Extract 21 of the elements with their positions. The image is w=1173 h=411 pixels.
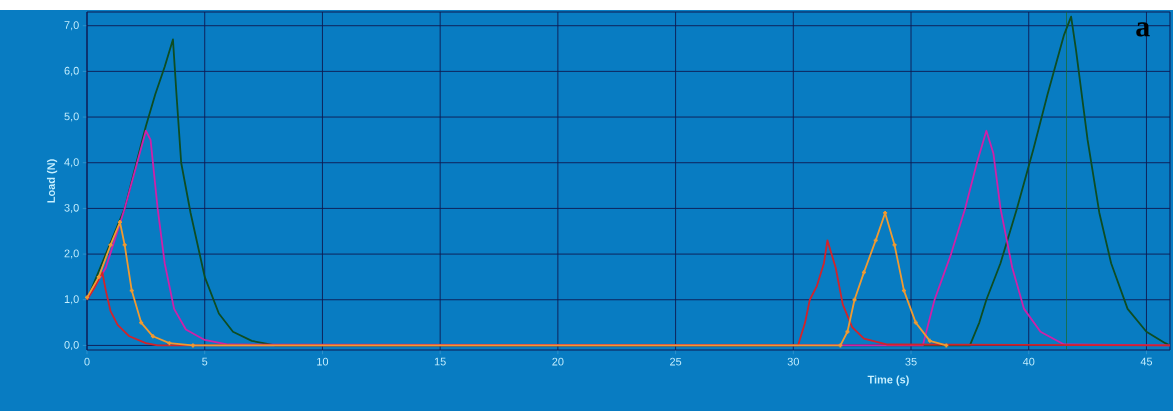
x-tick-label: 40 xyxy=(1022,357,1035,366)
annotation: a xyxy=(1136,22,1150,37)
y-tick-label: 2,0 xyxy=(64,249,79,259)
y-tick-label: 0,0 xyxy=(64,340,79,350)
x-tick-label: 25 xyxy=(670,357,682,366)
y-axis-title: Load (N) xyxy=(46,159,58,203)
y-tick-label: 7,0 xyxy=(64,21,79,31)
y-tick-label: 5,0 xyxy=(64,112,79,122)
y-tick-label: 1,0 xyxy=(64,295,79,305)
x-tick-label: 0 xyxy=(84,357,90,366)
x-tick-label: 10 xyxy=(317,357,329,366)
x-axis-title: Time (s) xyxy=(867,375,909,386)
x-tick-label: 45 xyxy=(1140,357,1153,366)
x-tick-label: 5 xyxy=(202,357,208,366)
x-tick-label: 20 xyxy=(552,357,564,366)
y-tick-label: 3,0 xyxy=(64,203,79,213)
y-tick-label: 4,0 xyxy=(64,158,79,168)
x-tick-label: 15 xyxy=(434,357,446,366)
x-tick-label: 35 xyxy=(905,357,917,366)
y-tick-label: 6,0 xyxy=(64,66,79,76)
x-tick-label: 30 xyxy=(787,357,799,366)
